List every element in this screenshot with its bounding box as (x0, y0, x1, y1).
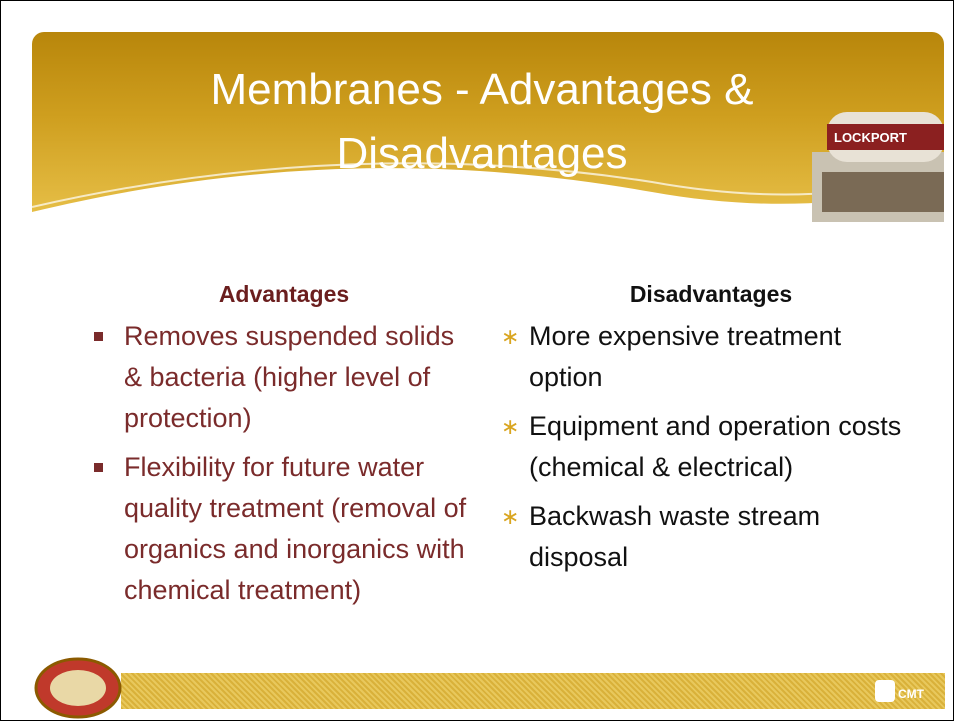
disadvantages-column: Disadvantages More expensive treatment o… (501, 281, 921, 586)
list-item: Equipment and operation costs (chemical … (501, 406, 921, 488)
list-item: Flexibility for future water quality tre… (94, 447, 474, 611)
disadvantages-list: More expensive treatment option Equipmen… (501, 316, 921, 578)
header-band: LOCKPORT Membranes - Advantages & Disadv… (32, 32, 944, 222)
list-item: Removes suspended solids & bacteria (hig… (94, 316, 474, 439)
advantages-list: Removes suspended solids & bacteria (hig… (94, 316, 474, 611)
roof (822, 172, 944, 212)
advantages-column: Advantages Removes suspended solids & ba… (94, 281, 474, 619)
seal-logo (33, 657, 123, 719)
title: Membranes - Advantages & Disadvantages (182, 58, 782, 186)
logo-mark (875, 680, 895, 702)
column-heading: Advantages (94, 281, 474, 308)
slide: LOCKPORT Membranes - Advantages & Disadv… (0, 0, 954, 721)
column-heading: Disadvantages (501, 281, 921, 308)
logo-text: CMT (898, 687, 925, 701)
company-logo: CMT (871, 677, 951, 707)
footer-bar (121, 673, 945, 709)
seal-center (50, 670, 106, 706)
list-item: More expensive treatment option (501, 316, 921, 398)
list-item: Backwash waste stream disposal (501, 496, 921, 578)
tower-text: LOCKPORT (834, 130, 907, 145)
